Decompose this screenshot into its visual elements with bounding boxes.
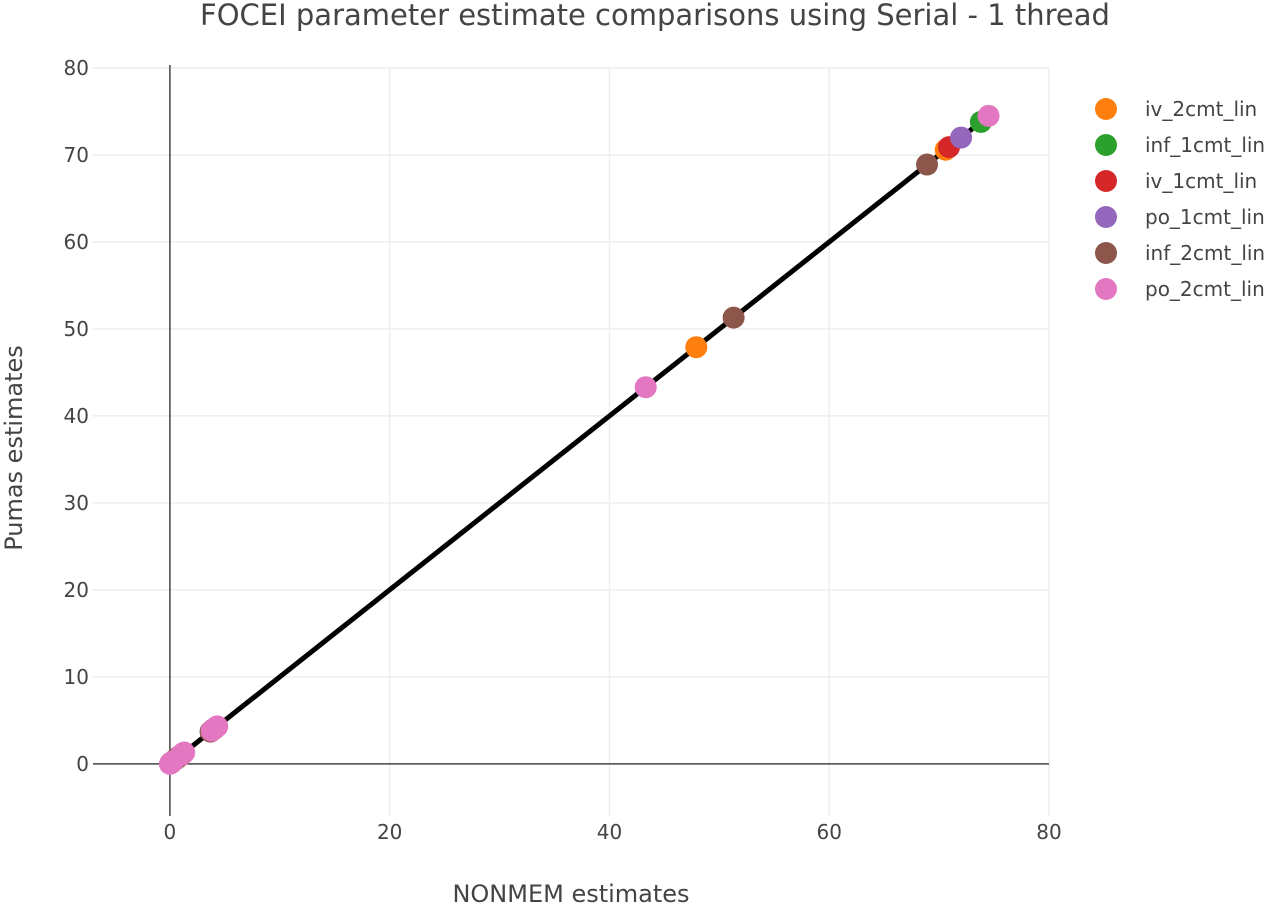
legend-label: iv_1cmt_lin	[1145, 169, 1257, 193]
grid	[93, 67, 1050, 816]
axes: 0 20 40 60 80 0 10 20 30 40 50 60 70 80	[64, 56, 1062, 844]
y-tick-label: 30	[64, 491, 89, 515]
legend-item-inf_1cmt_lin: inf_1cmt_lin	[1095, 133, 1265, 157]
y-tick-label: 50	[64, 317, 89, 341]
data-point-po_2cmt_lin	[977, 104, 1000, 127]
data-point-po_2cmt_lin	[634, 376, 657, 399]
legend-label: po_2cmt_lin	[1145, 277, 1265, 301]
legend-marker	[1095, 170, 1117, 192]
x-tick-label: 80	[1036, 820, 1061, 844]
identity-line-layer	[167, 113, 992, 767]
x-tick-label: 20	[377, 820, 402, 844]
data-point-po_2cmt_lin	[206, 715, 229, 738]
data-point-po_1cmt_lin	[950, 126, 973, 149]
legend-item-po_2cmt_lin: po_2cmt_lin	[1095, 277, 1265, 301]
data-point-inf_2cmt_lin	[722, 306, 745, 329]
y-tick-label: 20	[64, 578, 89, 602]
y-tick-label: 80	[64, 56, 89, 80]
legend-item-iv_1cmt_lin: iv_1cmt_lin	[1095, 169, 1257, 193]
y-axis-title: Pumas estimates	[0, 345, 28, 551]
legend-marker	[1095, 98, 1117, 120]
y-tick-label: 70	[64, 143, 89, 167]
legend-marker	[1095, 278, 1117, 300]
data-point-inf_2cmt_lin	[916, 153, 939, 176]
legend-marker	[1095, 242, 1117, 264]
x-tick-label: 0	[164, 820, 177, 844]
legend: iv_2cmt_lin inf_1cmt_lin iv_1cmt_lin po_1cm…	[1095, 97, 1265, 301]
legend-item-inf_2cmt_lin: inf_2cmt_lin	[1095, 241, 1265, 265]
legend-item-po_1cmt_lin: po_1cmt_lin	[1095, 205, 1265, 229]
x-axis-title: NONMEM estimates	[452, 880, 689, 905]
legend-marker	[1095, 206, 1117, 228]
legend-item-iv_2cmt_lin: iv_2cmt_lin	[1095, 97, 1257, 121]
y-tick-label: 10	[64, 665, 89, 689]
legend-label: iv_2cmt_lin	[1145, 97, 1257, 121]
x-tick-label: 40	[597, 820, 622, 844]
data-point-po_2cmt_lin	[173, 741, 196, 764]
legend-label: po_1cmt_lin	[1145, 205, 1265, 229]
identity-line	[167, 113, 992, 767]
chart-title: FOCEI parameter estimate comparisons usi…	[200, 0, 1110, 32]
legend-label: inf_1cmt_lin	[1145, 133, 1265, 157]
y-tick-label: 0	[76, 752, 89, 776]
x-tick-label: 60	[817, 820, 842, 844]
y-tick-label: 60	[64, 230, 89, 254]
y-tick-label: 40	[64, 404, 89, 428]
data-point-iv_2cmt_lin	[685, 336, 708, 359]
legend-marker	[1095, 134, 1117, 156]
legend-label: inf_2cmt_lin	[1145, 241, 1265, 265]
data-points	[158, 104, 1000, 775]
